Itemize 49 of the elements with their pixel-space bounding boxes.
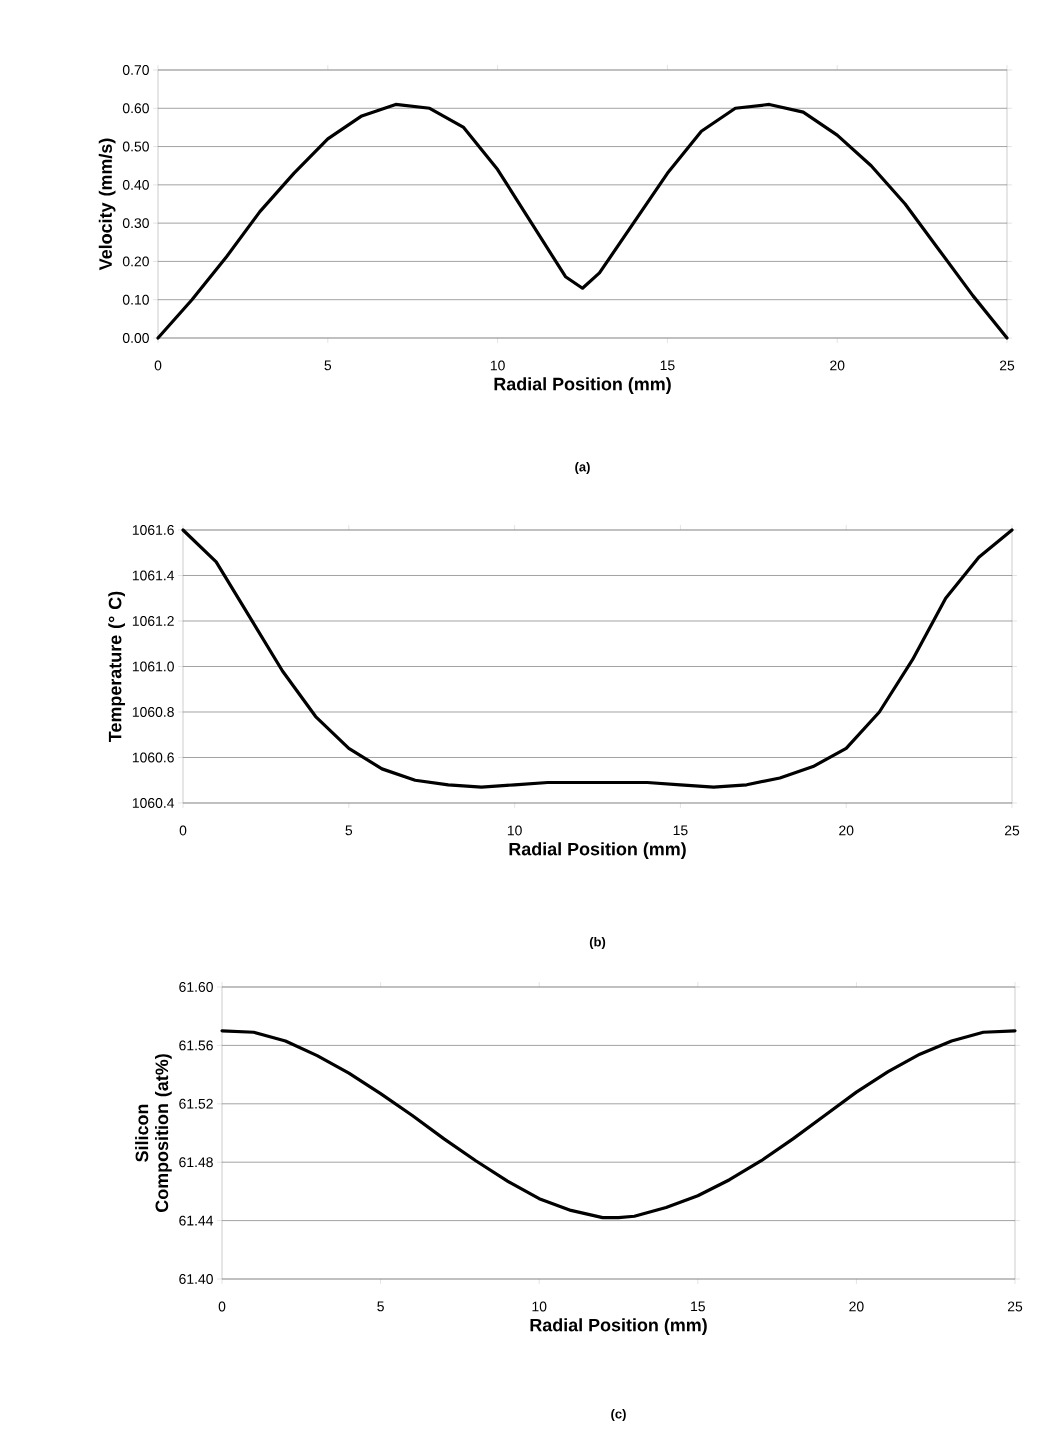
y-tick-label: 61.48: [179, 1157, 213, 1168]
x-tick-label: 5: [345, 825, 353, 836]
x-tick-label: 15: [691, 1301, 705, 1312]
x-axis-title: Radial Position (mm): [494, 377, 671, 394]
y-tick-label: 1060.8: [132, 707, 174, 717]
x-axis-title: Radial Position (mm): [509, 842, 686, 859]
x-tick-label: 10: [507, 825, 522, 836]
y-axis-title: Temperature (° C): [108, 591, 125, 742]
y-tick-label: 0.70: [122, 65, 149, 75]
y-tick-label: 0.00: [122, 333, 149, 343]
x-tick-label: 10: [532, 1301, 547, 1312]
y-tick-label: 1061.6: [132, 525, 174, 535]
x-tick-label: 25: [999, 360, 1015, 371]
x-tick-label: 5: [324, 360, 332, 371]
x-tick-label: 20: [839, 825, 854, 836]
text: (c): [611, 1408, 626, 1422]
x-tick-label: 0: [154, 360, 162, 371]
y-tick-label: 1061.4: [132, 570, 175, 581]
x-tick-label: 25: [1004, 825, 1020, 836]
y-axis-title: Velocity (mm/s): [98, 138, 116, 271]
x-tick-label: 0: [179, 825, 187, 836]
y-tick-label: 0.50: [122, 141, 149, 152]
y-tick-label: 61.52: [179, 1098, 213, 1109]
y-axis-title: Silicon Composition (at%): [135, 1054, 172, 1212]
y-tick-label: 1061.0: [132, 661, 174, 672]
y-tick-label: 0.40: [122, 179, 149, 190]
x-tick-label: 10: [490, 360, 505, 371]
y-tick-label: 0.60: [122, 103, 149, 114]
y-tick-label: 0.20: [122, 256, 149, 267]
x-axis-title: Radial Position (mm): [530, 1318, 707, 1335]
y-tick-label: 1061.2: [132, 616, 174, 626]
text: (a): [575, 461, 590, 475]
text: (b): [589, 936, 606, 950]
y-tick-label: 61.44: [179, 1215, 214, 1226]
y-tick-label: 61.60: [179, 982, 213, 992]
y-tick-label: 1060.6: [132, 752, 174, 763]
y-tick-label: 1060.4: [132, 798, 175, 808]
y-tick-label: 61.56: [179, 1040, 213, 1051]
x-tick-label: 15: [673, 825, 688, 836]
x-tick-label: 25: [1007, 1301, 1023, 1312]
y-tick-label: 0.10: [122, 294, 149, 305]
x-tick-label: 20: [830, 360, 845, 371]
y-tick-label: 61.40: [179, 1274, 213, 1284]
x-tick-label: 15: [660, 360, 675, 371]
x-tick-label: 5: [377, 1301, 384, 1312]
x-tick-label: 0: [218, 1301, 226, 1312]
y-tick-label: 0.30: [122, 218, 149, 229]
line-series: [220, 1029, 1017, 1220]
x-tick-label: 20: [849, 1301, 864, 1312]
